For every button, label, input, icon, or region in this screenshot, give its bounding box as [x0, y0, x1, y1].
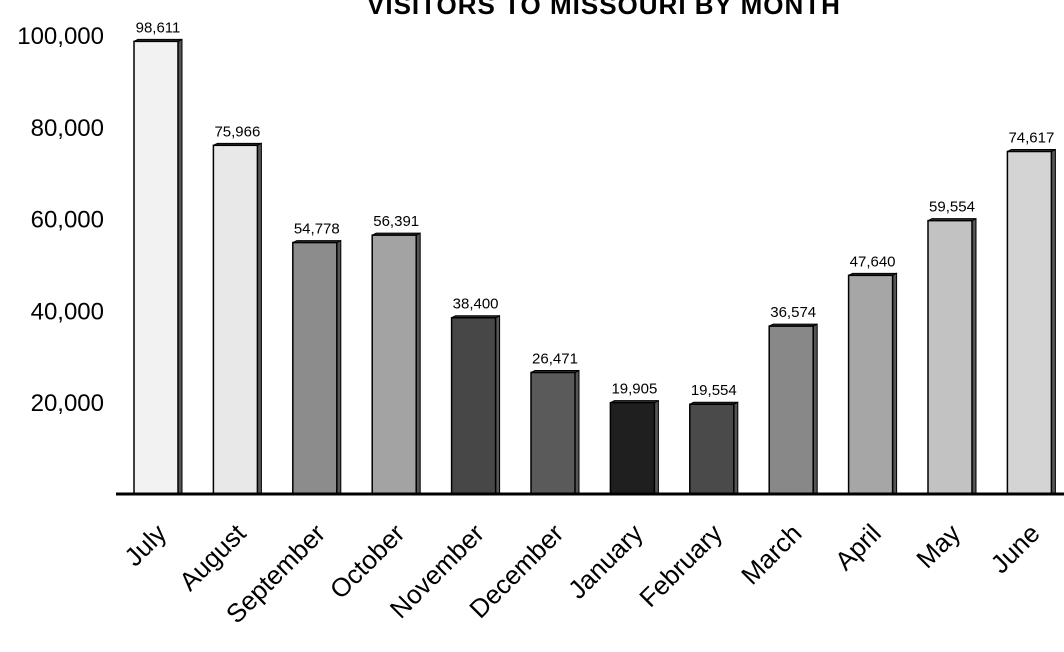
data-label: 98,611 [136, 19, 181, 36]
bar-front [133, 40, 179, 495]
bar [847, 272, 898, 495]
x-tick-label: April [829, 518, 887, 576]
bar [689, 401, 739, 495]
bar [927, 217, 977, 495]
bar [609, 399, 659, 495]
chart-title: VISITORS TO MISSOURI BY MONTH [367, 0, 841, 20]
y-tick-label: 60,000 [31, 207, 104, 234]
bar-front [450, 316, 497, 495]
bar-front [847, 274, 894, 495]
bar [133, 38, 183, 495]
bar [292, 239, 342, 495]
data-label: 36,574 [770, 304, 816, 321]
x-tick-label: May [910, 518, 966, 574]
bar-front [530, 371, 576, 495]
bar-front [292, 241, 338, 495]
bar-front [927, 219, 973, 495]
data-label: 54,778 [294, 221, 340, 238]
data-label: 19,905 [611, 381, 657, 398]
data-label: 75,966 [214, 123, 260, 140]
y-tick-label: 100,000 [17, 23, 104, 50]
bar-front [371, 234, 417, 495]
bars [133, 38, 1056, 495]
y-tick-label: 40,000 [31, 298, 104, 325]
data-label: 47,640 [850, 253, 896, 270]
data-labels: 98,611 75,966 54,778 56,391 38,400 26,471 19,9… [136, 19, 1055, 399]
y-tick-label: 80,000 [31, 115, 104, 142]
bar-front [689, 403, 735, 495]
bar [1006, 148, 1056, 495]
data-label: 26,471 [532, 350, 578, 367]
bar-front [1006, 150, 1053, 495]
bar-front [768, 325, 814, 495]
x-tick-label: June [985, 518, 1046, 579]
bar-front [212, 144, 259, 495]
bar [450, 314, 501, 495]
x-tick-label: February [633, 518, 728, 613]
bar-front [609, 401, 656, 495]
bar [530, 369, 580, 495]
y-tick-label: 20,000 [31, 390, 104, 417]
x-axis-labels: July AugustSeptemberOctoberNovemberDecemb… [118, 517, 1045, 629]
x-tick-label: July [118, 518, 172, 572]
x-tick-label: August [173, 517, 252, 596]
data-label: 74,617 [1008, 130, 1054, 147]
bar [212, 142, 262, 495]
y-axis: 20,000 40,000 60,000 80,000 100,000 [17, 23, 104, 417]
data-label: 19,554 [691, 382, 737, 399]
data-label: 56,391 [373, 213, 419, 230]
x-tick-label: March [735, 518, 807, 590]
data-label: 59,554 [929, 199, 975, 216]
bar [371, 232, 421, 495]
data-label: 38,400 [453, 296, 499, 313]
bar [768, 323, 818, 495]
